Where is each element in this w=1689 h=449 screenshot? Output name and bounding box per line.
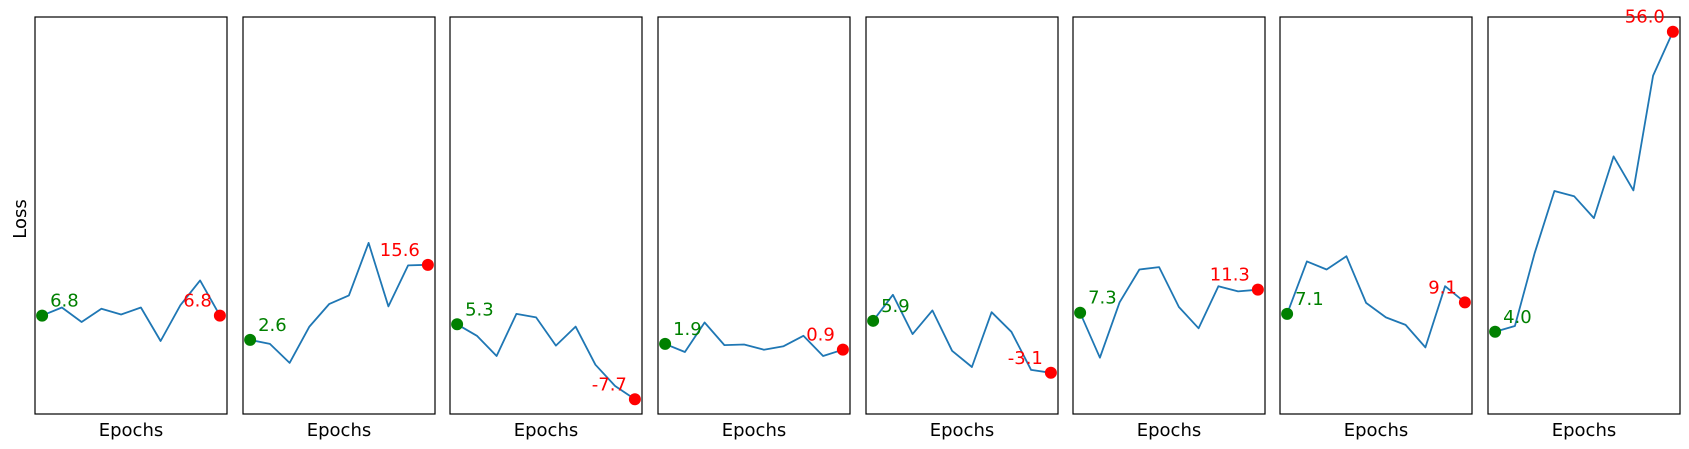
x-axis-label: Epochs <box>930 420 995 441</box>
x-axis-label: Epochs <box>514 420 579 441</box>
end-point <box>213 309 226 322</box>
loss-series-line <box>664 321 844 357</box>
loss-series-line <box>1494 31 1674 333</box>
chart-panel-7: 7.1 9.1 Epochs <box>1279 16 1473 441</box>
start-point <box>1074 306 1087 319</box>
loss-series-line <box>1286 255 1466 349</box>
axes-frame <box>865 16 1059 415</box>
start-value-label: 5.9 <box>881 296 910 317</box>
start-value-label: 7.3 <box>1088 288 1117 309</box>
x-axis-label: Epochs <box>99 420 164 441</box>
end-value-label: 56.0 <box>1625 7 1665 28</box>
start-point <box>867 314 880 327</box>
start-point <box>451 318 464 331</box>
y-axis-label: Loss <box>10 199 31 238</box>
x-axis-label: Epochs <box>1344 420 1409 441</box>
loss-series-line <box>456 312 636 401</box>
chart-panel-4: 1.9 0.9 Epochs <box>657 16 851 441</box>
chart-panel-1: 6.8 6.8 Epochs <box>34 16 228 441</box>
x-axis-label: Epochs <box>307 420 372 441</box>
start-value-label: 1.9 <box>673 319 702 340</box>
chart-panel-3: 5.3 -7.7 Epochs <box>449 16 643 441</box>
x-axis-label: Epochs <box>1137 420 1202 441</box>
end-point <box>421 258 434 271</box>
loss-series-line <box>249 241 428 364</box>
end-value-label: 15.6 <box>380 240 420 261</box>
start-value-label: 4.0 <box>1503 307 1532 328</box>
end-point <box>1458 296 1471 309</box>
end-point <box>1251 283 1264 296</box>
chart-panel-6: 7.3 11.3 Epochs <box>1072 16 1266 441</box>
start-value-label: 6.8 <box>50 291 79 312</box>
axes-frame <box>657 16 851 415</box>
axes-frame <box>242 16 436 415</box>
end-point <box>1666 25 1679 38</box>
end-value-label: 6.8 <box>183 291 212 312</box>
axes-frame <box>34 16 228 415</box>
end-point <box>1044 366 1057 379</box>
end-point <box>628 393 641 406</box>
loss-series-line <box>872 293 1052 374</box>
chart-panel-5: 5.9 -3.1 Epochs <box>865 16 1059 441</box>
start-value-label: 5.3 <box>465 299 494 320</box>
chart-panel-8: 4.0 56.0 Epochs <box>1487 7 1681 441</box>
axes-frame <box>449 16 643 415</box>
start-point <box>1281 307 1294 320</box>
start-value-label: 7.1 <box>1295 289 1324 310</box>
end-value-label: 0.9 <box>806 325 835 346</box>
end-value-label: 9.1 <box>1428 277 1457 298</box>
end-point <box>836 343 849 356</box>
start-point <box>244 333 257 346</box>
loss-series-line <box>41 279 221 342</box>
loss-series-line <box>1079 266 1258 359</box>
axes-frame <box>1279 16 1473 415</box>
x-axis-label: Epochs <box>722 420 787 441</box>
panels: 6.8 6.8Epochs2.615.6Epochs5.3-7.7Epochs1.… <box>34 7 1681 441</box>
x-axis-label: Epochs <box>1552 420 1617 441</box>
start-value-label: 2.6 <box>258 315 287 336</box>
start-point <box>659 337 672 350</box>
end-value-label: -3.1 <box>1008 348 1043 369</box>
start-point <box>36 309 49 322</box>
end-value-label: -7.7 <box>592 374 627 395</box>
axes-frame <box>1487 16 1681 415</box>
end-value-label: 11.3 <box>1210 265 1250 286</box>
start-point <box>1489 325 1502 338</box>
chart-panel-2: 2.6 15.6 Epochs <box>242 16 436 441</box>
axes-frame <box>1072 16 1266 415</box>
